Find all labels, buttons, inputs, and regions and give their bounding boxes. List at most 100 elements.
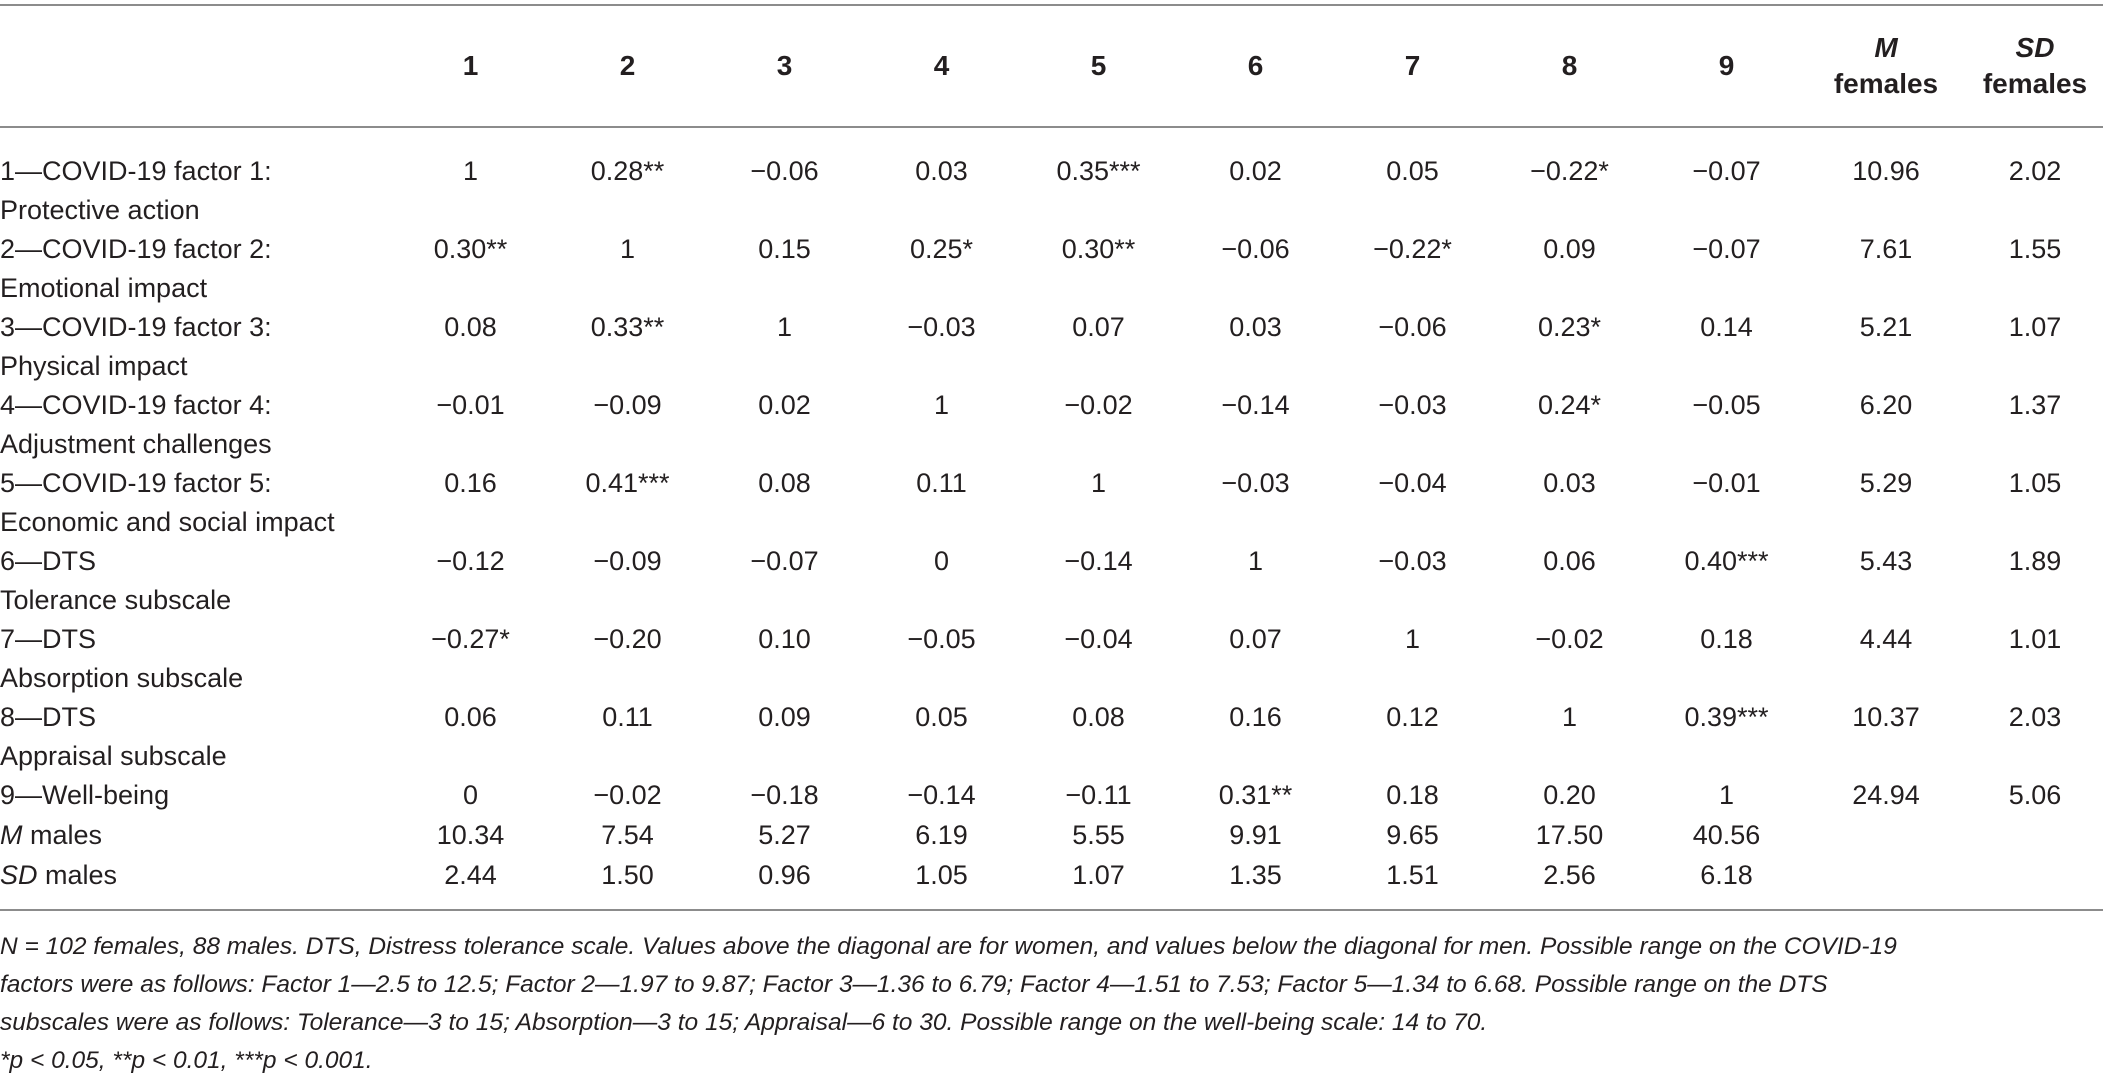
table-cell: 0 [462,780,479,810]
table-cell: 1.01 [2008,624,2062,654]
table-cell: 6.19 [915,820,968,850]
table-cell: 0.96 [706,855,863,911]
row-label-line-1: 1—COVID-19 factor 1: [0,156,272,186]
table-cell: 10.34 [436,820,505,850]
table-cell: 0.03 [1543,468,1596,498]
table-row: 8—DTS Appraisal subscale 0.06 0.11 0.09 0.05 0… [0,698,2103,776]
header-top-text: 4 [933,50,950,81]
table-cell: 0.07 [1229,624,1282,654]
table-cell: 5.29 [1859,468,1913,498]
table-cell: −0.03 [1378,546,1447,576]
table-cell: −0.05 [1692,390,1761,420]
header-cell-8: 8 [1491,4,1648,128]
table-row: 4—COVID-19 factor 4: Adjustment challenge… [0,386,2103,464]
table-row: 7—DTS Absorption subscale −0.27* −0.20 0.10 −… [0,620,2103,698]
table-cell: 2.02 [2008,156,2062,186]
table-cell: −0.22* [1530,156,1609,186]
row-label-line-2: Adjustment challenges [0,429,272,459]
table-cell: 1.05 [863,855,1020,911]
table-cell: 1 [1561,702,1578,732]
table-cell: 0.10 [758,624,811,654]
table-footnote: N = 102 females, 88 males. DTS, Distress… [0,928,2090,1080]
table-cell: 0.03 [915,156,968,186]
table-cell: 0.08 [758,468,811,498]
males-mean-row: M males 10.34 7.54 5.27 6.19 5.55 9.91 9.65 17.5… [0,815,2103,855]
table-cell: 0.35*** [1056,156,1141,186]
table-cell: −0.02 [1064,390,1133,420]
table-cell [1805,815,1967,855]
table-row: 3—COVID-19 factor 3: Physical impact 0.08 0… [0,308,2103,386]
table-cell: 0.31** [1218,780,1293,810]
table-cell: −0.22* [1373,234,1452,264]
table-cell: −0.03 [907,312,976,342]
row-label-line-1: 5—COVID-19 factor 5: [0,468,272,498]
table-cell: 5.06 [2008,780,2062,810]
table-cell: −0.05 [907,624,976,654]
table-cell: 10.96 [1852,156,1920,186]
table-cell: −0.06 [1221,234,1290,264]
table-cell: 0.08 [444,312,497,342]
row-label-line-1: 9—Well-being [0,780,170,810]
table-cell: 7.54 [601,820,654,850]
row-label: 6—DTS Tolerance subscale [0,542,392,620]
table-cell: 0.18 [1700,624,1753,654]
table-cell: 0.11 [602,702,653,732]
table-cell: 0.08 [1072,702,1125,732]
table-cell: −0.14 [907,780,976,810]
table-cell: 0.25* [909,234,974,264]
row-label-line-1: 4—COVID-19 factor 4: [0,390,272,420]
row-label: 4—COVID-19 factor 4: Adjustment challenge… [0,386,392,464]
table-cell: −0.03 [1378,390,1447,420]
table-cell: 0.12 [1386,702,1439,732]
footnote-significance: *p < 0.05, **p < 0.01, ***p < 0.001. [0,1047,373,1074]
footnote-line-2: factors were as follows: Factor 1—2.5 to… [0,971,1828,998]
table-cell: 0.14 [1700,312,1753,342]
row-label: 9—Well-being [0,776,392,815]
header-cell-5: 5 [1020,4,1177,128]
table-row: 5—COVID-19 factor 5: Economic and social … [0,464,2103,542]
header-top-text: 5 [1090,50,1107,81]
table-cell: 1 [776,312,793,342]
row-label-line-1: 8—DTS [0,702,97,732]
table-cell: 0.05 [1386,156,1439,186]
table-cell: 0.28** [590,156,665,186]
table-cell: −0.20 [593,624,662,654]
males-sd-row: SD males 2.44 1.50 0.96 1.05 1.07 1.35 1.51 2.56… [0,855,2103,911]
table-cell: 0.33** [590,312,665,342]
table-cell: 4.44 [1859,624,1913,654]
table-cell: 0.41*** [585,468,670,498]
footnote-line-1: N = 102 females, 88 males. DTS, Distress… [0,933,1897,960]
table-cell: 0.16 [444,468,497,498]
table-cell: −0.01 [436,390,505,420]
row-label-rest: males [22,820,103,850]
table-cell: 2.56 [1491,855,1648,911]
header-top-text: 8 [1561,50,1578,81]
table-cell: 5.43 [1859,546,1913,576]
table-cell: −0.11 [1065,780,1132,810]
header-cell-4: 4 [863,4,1020,128]
table-cell: 1.35 [1177,855,1334,911]
table-cell: 0.39*** [1684,702,1769,732]
table-cell: 9.91 [1229,820,1282,850]
table-cell: −0.14 [1221,390,1290,420]
table-cell: 6.18 [1648,855,1805,911]
table-cell: 0.18 [1386,780,1439,810]
header-top-text: M [1874,32,1898,63]
header-cell-11: SD females [1967,4,2103,128]
row-label-line-2: Absorption subscale [0,663,244,693]
table-cell: 0.11 [916,468,967,498]
table-cell: 0.06 [1543,546,1596,576]
table-cell: −0.27* [431,624,510,654]
table-cell: 17.50 [1535,820,1604,850]
header-cell-1: 1 [392,4,549,128]
header-top-text: 7 [1404,50,1421,81]
row-label-line-1: 7—DTS [0,624,97,654]
row-label-italic: SD [0,860,38,890]
table-cell: 5.27 [758,820,811,850]
table-cell: 1 [1718,780,1735,810]
table-cell: 5.21 [1859,312,1913,342]
